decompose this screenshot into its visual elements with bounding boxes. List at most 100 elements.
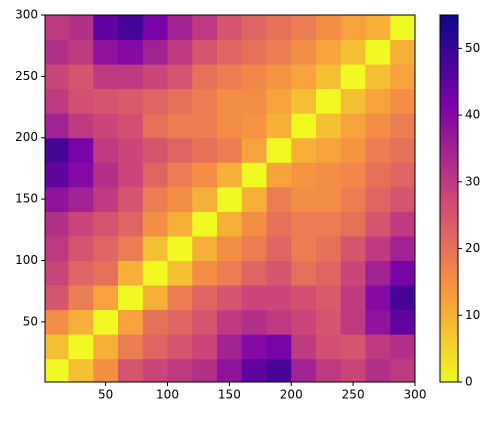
heat-cell [291, 15, 317, 41]
heat-cell [192, 211, 218, 237]
heat-cell [167, 334, 193, 360]
heatmap [45, 15, 416, 383]
heat-cell [118, 285, 144, 311]
heat-cell [340, 211, 367, 237]
heat-cell [192, 235, 218, 261]
heat-cell [316, 88, 342, 114]
heat-cell [316, 39, 342, 65]
heat-cell [217, 211, 243, 237]
heat-cell [167, 113, 193, 139]
heat-cell [93, 113, 119, 139]
heat-cell [390, 235, 416, 261]
heat-cell [241, 285, 268, 311]
heat-cell [266, 211, 292, 237]
heat-cell [390, 186, 416, 212]
heat-cell [390, 64, 416, 90]
heat-cell [192, 113, 218, 139]
heat-cell [316, 15, 342, 41]
heat-cell [340, 15, 367, 41]
plot-frame [44, 14, 416, 383]
y-tick-label: 50 [23, 314, 38, 328]
heat-cell [291, 309, 317, 335]
heat-cell [93, 88, 119, 114]
heat-cell [316, 211, 342, 237]
heat-cell [340, 358, 367, 383]
heat-cell [266, 235, 292, 261]
heat-cell [167, 260, 193, 286]
heat-cell [118, 186, 144, 212]
heat-cell [68, 260, 94, 286]
heat-cell [266, 260, 292, 286]
heat-cell [390, 309, 416, 335]
heat-cell [142, 309, 169, 335]
heat-cell [365, 211, 391, 237]
heat-cell [45, 358, 70, 383]
heat-cell [45, 15, 70, 41]
heat-cell [340, 235, 367, 261]
heat-cell [390, 211, 416, 237]
heat-cell [291, 235, 317, 261]
heat-cell [390, 260, 416, 286]
heat-cell [118, 235, 144, 261]
heat-cell [217, 186, 243, 212]
heat-cell [365, 162, 391, 188]
heat-cell [68, 211, 94, 237]
heat-cell [266, 88, 292, 114]
heat-cell [241, 137, 268, 163]
heat-cell [142, 88, 169, 114]
heat-cell [93, 309, 119, 335]
heat-cell [291, 137, 317, 163]
heat-cell [192, 285, 218, 311]
x-tick-label: 100 [156, 388, 179, 402]
heat-cell [118, 15, 144, 41]
heat-cell [241, 211, 268, 237]
heat-cell [68, 113, 94, 139]
heat-cell [241, 162, 268, 188]
heat-cell [390, 113, 416, 139]
heat-cell [93, 211, 119, 237]
heat-cell [93, 39, 119, 65]
heat-cell [93, 235, 119, 261]
heat-cell [45, 113, 70, 139]
heat-cell [217, 358, 243, 383]
heat-cell [192, 15, 218, 41]
heat-cell [365, 113, 391, 139]
heat-cell [217, 235, 243, 261]
heat-cell [291, 334, 317, 360]
heat-cell [291, 211, 317, 237]
heat-cell [68, 285, 94, 311]
heat-cell [241, 358, 268, 383]
heat-cell [167, 137, 193, 163]
heat-cell [390, 39, 416, 65]
heat-cell [390, 334, 416, 360]
heat-cell [340, 88, 367, 114]
heat-cell [291, 113, 317, 139]
heat-cell [93, 358, 119, 383]
heat-cell [365, 186, 391, 212]
heat-cell [142, 186, 169, 212]
heat-cell [390, 137, 416, 163]
heat-cell [142, 113, 169, 139]
heat-cell [118, 137, 144, 163]
heat-cell [118, 309, 144, 335]
heat-cell [93, 15, 119, 41]
heat-cell [45, 309, 70, 335]
heat-cell [192, 162, 218, 188]
colorbar-tick-label: 50 [465, 41, 480, 55]
heat-cell [266, 162, 292, 188]
heat-cell [340, 309, 367, 335]
heat-cell [316, 186, 342, 212]
heat-cell [340, 186, 367, 212]
heat-cell [340, 113, 367, 139]
heat-cell [118, 334, 144, 360]
x-tick-label: 200 [280, 388, 303, 402]
heat-cell [118, 260, 144, 286]
heat-cell [118, 113, 144, 139]
heat-cell [390, 88, 416, 114]
heat-cell [241, 88, 268, 114]
heat-cell [167, 162, 193, 188]
heat-cell [241, 235, 268, 261]
heat-cell [266, 137, 292, 163]
colorbar-tick-label: 20 [465, 241, 480, 255]
heat-cell [316, 260, 342, 286]
